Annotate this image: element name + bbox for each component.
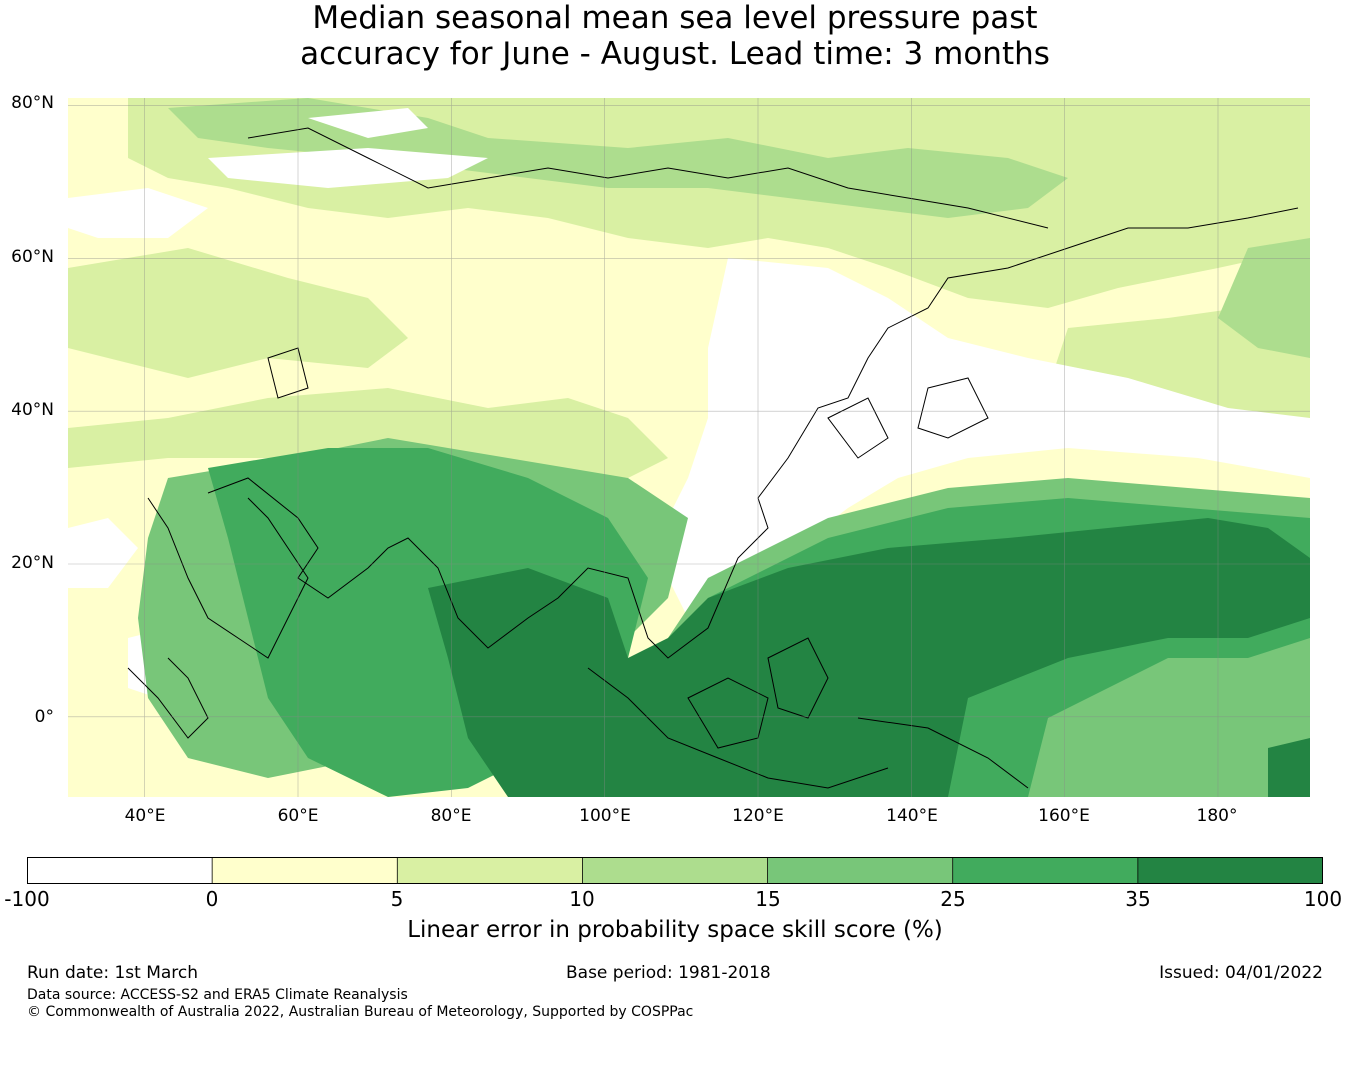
colorbar-tick-5: 5	[390, 887, 404, 911]
gridlines	[68, 98, 1310, 797]
lon-label-160e: 160°E	[1038, 806, 1090, 826]
colorbar-bin	[397, 857, 583, 884]
skill-region-negative	[68, 108, 1310, 698]
colorbar	[27, 857, 1323, 884]
colorbar-title: Linear error in probability space skill …	[407, 917, 943, 943]
issued-date: Issued: 04/01/2022	[1159, 963, 1323, 983]
run-date: Run date: 1st March	[27, 963, 199, 983]
lon-label-40e: 40°E	[124, 806, 166, 826]
base-period: Base period: 1981-2018	[566, 963, 771, 983]
colorbar-bin	[27, 857, 213, 884]
lon-label-80e: 80°E	[430, 806, 472, 826]
lat-label-40n: 40°N	[11, 400, 54, 420]
lon-label-120e: 120°E	[732, 806, 784, 826]
lat-label-20n: 20°N	[11, 553, 54, 573]
colorbar-tick-neg100: -100	[4, 887, 50, 911]
skill-score-map	[68, 98, 1310, 797]
lat-label-80n: 80°N	[11, 93, 54, 113]
lon-label-140e: 140°E	[886, 806, 938, 826]
lon-label-100e: 100°E	[579, 806, 631, 826]
skill-region-tropical-high	[428, 518, 1310, 797]
colorbar-bin	[1137, 857, 1323, 884]
lat-label-0: 0°	[34, 707, 54, 727]
colorbar-bin	[582, 857, 769, 884]
title-line-2: accuracy for June - August. Lead time: 3…	[300, 36, 1050, 72]
colorbar-tick-0: 0	[205, 887, 219, 911]
lon-label-60e: 60°E	[277, 806, 319, 826]
colorbar-tick-35: 35	[1125, 887, 1151, 911]
data-source: Data source: ACCESS-S2 and ERA5 Climate …	[27, 987, 408, 1003]
lat-label-60n: 60°N	[11, 247, 54, 267]
colorbar-bin	[952, 857, 1139, 884]
colorbar-border	[27, 857, 1323, 884]
lon-label-180: 180°	[1196, 806, 1238, 826]
colorbar-tick-15: 15	[755, 887, 781, 911]
coastlines	[127, 127, 1299, 789]
title-line-1: Median seasonal mean sea level pressure …	[312, 0, 1038, 36]
copyright: © Commonwealth of Australia 2022, Austra…	[27, 1004, 694, 1020]
colorbar-tick-10: 10	[569, 887, 595, 911]
colorbar-tick-100: 100	[1303, 887, 1343, 911]
colorbar-bin	[767, 857, 954, 884]
colorbar-tick-25: 25	[940, 887, 966, 911]
chart-title: Median seasonal mean sea level pressure …	[0, 0, 1350, 72]
colorbar-bin	[212, 857, 398, 884]
